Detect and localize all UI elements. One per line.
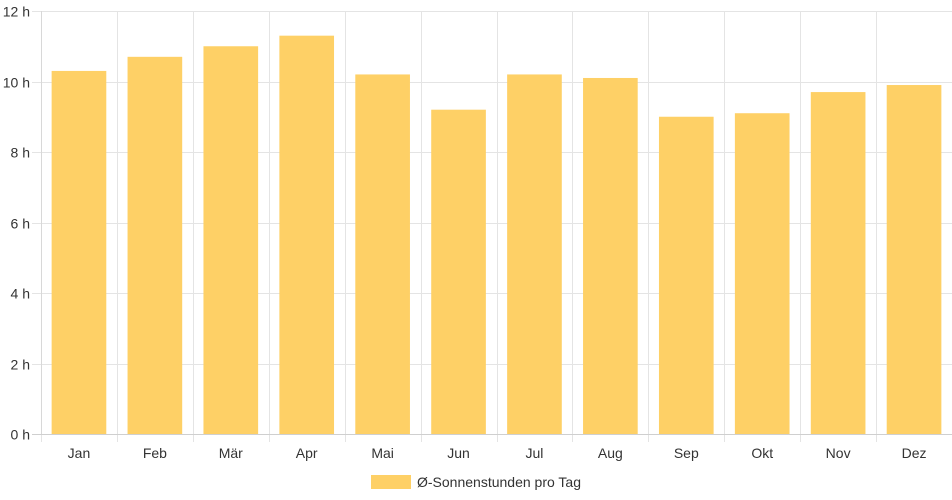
- x-tick-label: Aug: [598, 445, 623, 461]
- y-tick-label: 6 h: [11, 216, 30, 232]
- bar-Dez: [886, 85, 942, 435]
- y-tick-label: 8 h: [11, 145, 30, 161]
- bar-Jan: [51, 70, 107, 435]
- x-tick-label: Nov: [826, 445, 851, 461]
- x-axis: Jan Feb Mär Apr Mai Jun Jul Aug Sep Okt Nov Dez: [32, 434, 952, 461]
- bar-Aug: [583, 77, 638, 434]
- bar-Feb: [127, 56, 183, 434]
- x-tick-label: Jun: [447, 445, 470, 461]
- bars: [51, 35, 942, 435]
- grid-lines: [32, 11, 952, 442]
- x-tick-label: Dez: [902, 445, 927, 461]
- y-tick-label: 12 h: [3, 4, 30, 20]
- bar-Mär: [203, 46, 259, 434]
- y-tick-label: 0 h: [11, 427, 30, 443]
- x-tick-label: Mär: [219, 445, 243, 461]
- x-tick-label: Jan: [68, 445, 91, 461]
- bar-Jul: [507, 74, 562, 434]
- x-tick-label: Mai: [371, 445, 394, 461]
- y-tick-label: 10 h: [3, 75, 30, 91]
- bar-Mai: [355, 74, 410, 434]
- x-tick-label: Apr: [296, 445, 318, 461]
- legend-label: Ø-Sonnenstunden pro Tag: [417, 474, 581, 490]
- bar-Sep: [658, 116, 714, 434]
- x-tick-label: Feb: [143, 445, 167, 461]
- bar-Nov: [810, 92, 866, 434]
- y-axis: 0 h 2 h 4 h 6 h 8 h 10 h 12 h: [3, 4, 42, 443]
- bar-Okt: [734, 113, 790, 434]
- y-tick-label: 4 h: [11, 286, 30, 302]
- bar-Apr: [279, 35, 335, 435]
- x-tick-label: Sep: [674, 445, 699, 461]
- y-tick-label: 2 h: [11, 357, 30, 373]
- x-tick-label: Okt: [751, 445, 773, 461]
- bar-Jun: [431, 109, 486, 434]
- legend[interactable]: Ø-Sonnenstunden pro Tag: [371, 474, 581, 490]
- x-tick-label: Jul: [526, 445, 544, 461]
- legend-swatch: [371, 475, 411, 489]
